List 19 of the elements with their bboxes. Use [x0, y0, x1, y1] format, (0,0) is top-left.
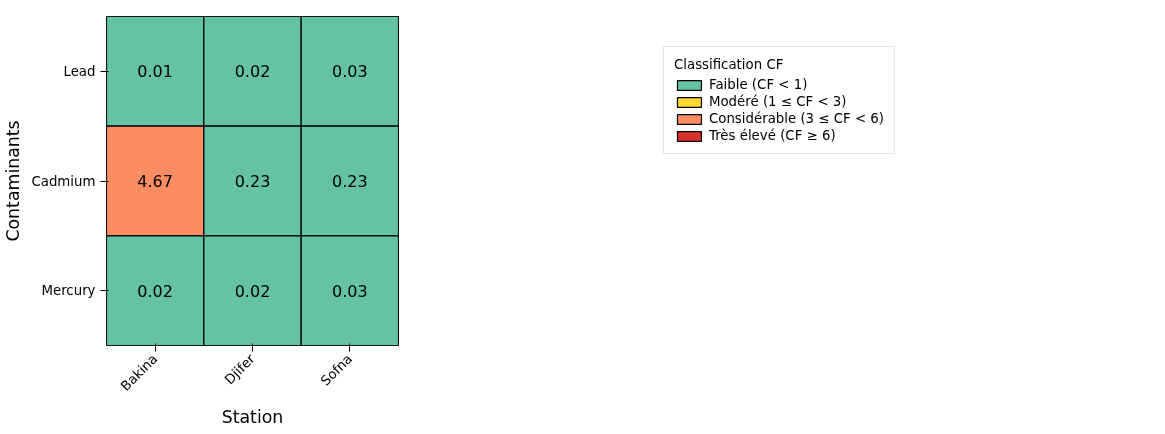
y-tick-label: Lead [63, 63, 96, 79]
data-label: 0.23 [234, 172, 271, 191]
y-tick-label: Cadmium [31, 173, 96, 189]
data-label: 0.02 [234, 281, 271, 301]
data-label: 0.23 [332, 172, 368, 191]
data-label: 0.03 [332, 62, 368, 82]
legend-title: Classification CF [673, 57, 785, 72]
legend-label: Modéré (1 ≤ CF < 3) [708, 94, 847, 109]
data-label: 0.03 [332, 281, 368, 301]
data-label: 4.67 [137, 172, 173, 191]
data-label: 0.01 [137, 62, 173, 82]
data-label: 0.02 [137, 281, 173, 301]
x-axis-title: Station [221, 407, 284, 428]
data-label: 0.02 [234, 62, 271, 82]
legend-label: Très élevé (CF ≥ 6) [708, 128, 836, 143]
y-axis-title: Contaminants [3, 120, 24, 242]
y-tick-label: Mercury [41, 283, 96, 299]
legend-label: Considérable (3 ≤ CF < 6) [708, 111, 885, 126]
legend-label: Faible (CF < 1) [708, 77, 808, 92]
